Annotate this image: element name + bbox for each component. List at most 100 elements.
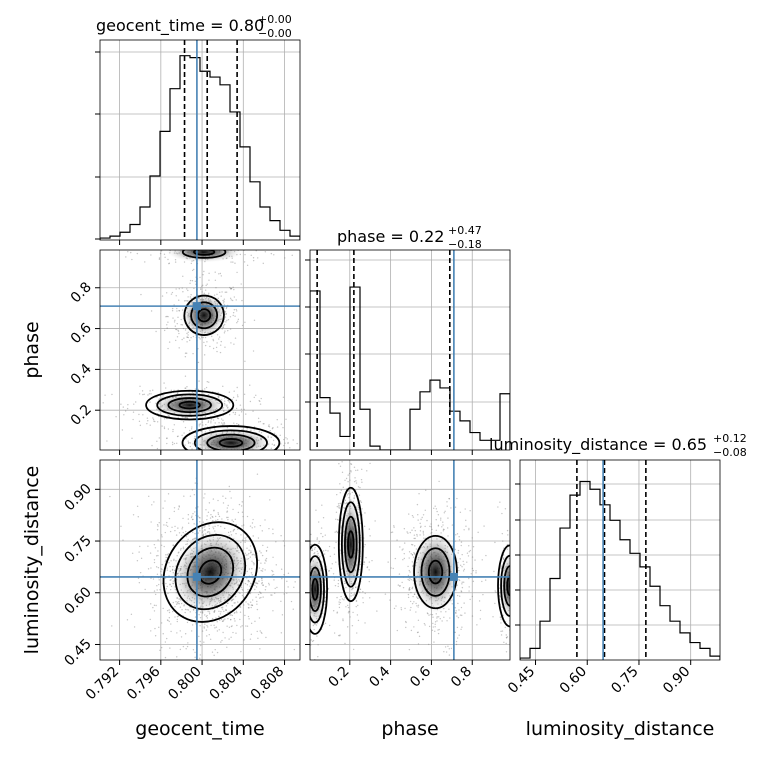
pair-lumdist-phase-samples — [310, 461, 510, 660]
pair-lumdist-geocent-ylabel-0: 0.45 — [61, 636, 94, 669]
2d-panel-luminosity-vs-phase: 0.2 0.4 0.6 0.8 — [305, 459, 511, 691]
hist-geocent-steps — [100, 55, 300, 240]
hist-lumdist-steps — [520, 480, 720, 660]
pair-phase-geocent-contour-2-3 — [181, 425, 281, 450]
ylabel-phase: phase — [21, 321, 43, 378]
title-luminosity-distance: luminosity_distance = 0.65 — [489, 435, 707, 455]
pair-phase-geocent-contour-1-1 — [167, 397, 212, 414]
pair-lumdist-phase-contour-2-0 — [427, 559, 444, 585]
pair-phase-geocent-density-3 — [167, 250, 242, 263]
svg-text:+0.47: +0.47 — [448, 224, 482, 237]
pair-lumdist-phase-contour-0-0 — [347, 530, 355, 559]
pair-lumdist-geocent-density-0 — [170, 529, 251, 615]
pair-lumdist-phase-density-2 — [411, 530, 460, 614]
pair-lumdist-geocent-xlabel-2: 0.800 — [165, 664, 205, 704]
pair-phase-geocent-contour-1-3 — [145, 389, 235, 421]
pair-lumdist-geocent-xlabel-3: 0.804 — [206, 663, 246, 703]
xlabel-phase: phase — [381, 718, 438, 740]
pair-lumdist-phase-density-0 — [340, 496, 362, 593]
hist-lumdist-frame — [519, 459, 721, 661]
pair-lumdist-phase-xlabel-0: 0.2 — [326, 664, 353, 691]
pair-lumdist-geocent — [100, 460, 300, 660]
pair-lumdist-phase-xlabel-1: 0.4 — [366, 663, 393, 690]
2d-panel-luminosity-vs-geocent-time: 0.45 0.60 0.75 0.90 0.792 0.796 0.800 0.804 0.80… — [61, 459, 301, 704]
hist-lumdist-xlabel-1: 0.60 — [557, 664, 590, 697]
pair-phase-geocent-contour-1-0 — [178, 400, 201, 410]
pair-lumdist-geocent-contour-0-2 — [174, 534, 247, 611]
pair-phase-geocent-ylabel-2: 0.6 — [68, 320, 95, 347]
hist-panel-luminosity-distance: 0.45 0.60 0.75 0.90 — [505, 459, 721, 697]
pair-lumdist-phase-xlabel-2: 0.6 — [407, 663, 434, 690]
title-phase-sub: −0.18 — [448, 238, 482, 251]
title-geocent-time-sub: −0.00 — [258, 27, 292, 40]
pair-lumdist-phase-frame — [309, 459, 511, 661]
hist-geocent-frame — [99, 39, 301, 241]
xlabel-geocent-time: geocent_time — [135, 718, 264, 740]
pair-lumdist-geocent-contour-0-1 — [186, 546, 235, 598]
pair-lumdist-phase-contour-1-1 — [310, 566, 322, 613]
pair-lumdist-phase-contour-2-2 — [413, 534, 458, 610]
hist-panel-geocent-time — [95, 39, 301, 245]
pair-lumdist-phase-contour-1-3 — [310, 543, 328, 635]
pair-lumdist-phase-contour-2-1 — [420, 547, 451, 597]
pair-phase-geocent-ylabel-0: 0.2 — [68, 402, 95, 429]
title-geocent-time: geocent_time = 0.80 — [96, 16, 264, 36]
svg-text:+0.00: +0.00 — [258, 13, 292, 26]
pair-lumdist-phase-truth-marker — [449, 572, 458, 581]
pair-lumdist-phase-xlabel-3: 0.8 — [448, 664, 475, 691]
pair-lumdist-phase-contour-0-2 — [340, 501, 361, 588]
title-phase: phase = 0.22 — [337, 227, 444, 246]
pair-phase-geocent-contour-3-0 — [193, 250, 216, 256]
pair-phase-geocent-contour-1-2 — [156, 393, 224, 417]
pair-lumdist-phase-contour-0-3 — [337, 486, 364, 603]
pair-phase-geocent-frame — [99, 249, 301, 451]
pair-lumdist-phase-contour-3-2 — [500, 554, 510, 617]
hist-lumdist-xlabel-3: 0.90 — [660, 664, 693, 697]
pair-lumdist-geocent-contour-0-3 — [162, 521, 258, 623]
hist-lumdist — [520, 460, 720, 660]
title-luminosity-distance-sub: −0.08 — [713, 446, 747, 459]
pair-lumdist-phase-contour-1-2 — [310, 555, 325, 624]
pair-lumdist-phase-density-1 — [310, 551, 326, 628]
title-phase-sup: +0.47 — [448, 224, 482, 237]
pair-phase-geocent-contour-2-0 — [218, 438, 244, 448]
pair-lumdist-geocent-xlabel-0: 0.792 — [83, 664, 123, 704]
pair-phase-geocent-contour-3-1 — [181, 250, 227, 259]
hist-phase-steps — [310, 286, 510, 450]
pair-lumdist-geocent-ylabel-2: 0.75 — [61, 533, 94, 566]
hist-lumdist-xlabel-0: 0.45 — [505, 664, 538, 697]
pair-phase-geocent-contour-0-2 — [183, 294, 225, 336]
pair-lumdist-phase-contour-0-1 — [344, 515, 358, 574]
pair-phase-geocent-contour-0-0 — [197, 308, 212, 323]
pair-phase-geocent-truth-marker — [192, 302, 201, 311]
pair-lumdist-geocent-frame — [99, 459, 301, 661]
xlabel-luminosity-distance: luminosity_distance — [526, 718, 715, 740]
svg-text:−0.00: −0.00 — [258, 27, 292, 40]
ylabel-luminosity-distance: luminosity_distance — [21, 466, 43, 655]
pair-lumdist-geocent-contour-0-0 — [198, 559, 223, 585]
pair-lumdist-geocent-truth-marker — [192, 572, 201, 581]
pair-lumdist-geocent-xlabel-1: 0.796 — [124, 663, 164, 703]
pair-lumdist-geocent-ylabel-3: 0.90 — [61, 481, 94, 514]
2d-panel-phase-vs-geocent-time: 0.2 0.4 0.6 0.8 — [68, 249, 301, 455]
pair-phase-geocent-ylabel-1: 0.4 — [68, 361, 95, 388]
svg-text:−0.08: −0.08 — [713, 446, 747, 459]
pair-lumdist-phase-contour-3-0 — [506, 575, 510, 597]
title-luminosity-distance-sup: +0.12 — [713, 432, 747, 445]
pair-phase-geocent-density-1 — [152, 392, 227, 418]
pair-phase-geocent-ylabel-3: 0.8 — [68, 279, 95, 306]
pair-phase-geocent-contour-2-1 — [206, 433, 256, 450]
svg-text:+0.12: +0.12 — [713, 432, 747, 445]
hist-geocent — [100, 40, 300, 240]
pair-lumdist-geocent-xlabel-4: 0.808 — [248, 664, 288, 704]
hist-lumdist-xlabel-2: 0.75 — [608, 664, 641, 697]
hist-phase-frame — [309, 249, 511, 451]
pair-lumdist-phase-contour-1-0 — [311, 577, 319, 601]
svg-text:−0.18: −0.18 — [448, 238, 482, 251]
hist-panel-phase — [305, 249, 511, 455]
pair-phase-geocent-contour-2-2 — [193, 429, 268, 450]
pair-lumdist-geocent-ylabel-1: 0.60 — [61, 584, 94, 617]
title-geocent-time-sup: +0.00 — [258, 13, 292, 26]
pair-phase-geocent-density-0 — [181, 292, 227, 338]
